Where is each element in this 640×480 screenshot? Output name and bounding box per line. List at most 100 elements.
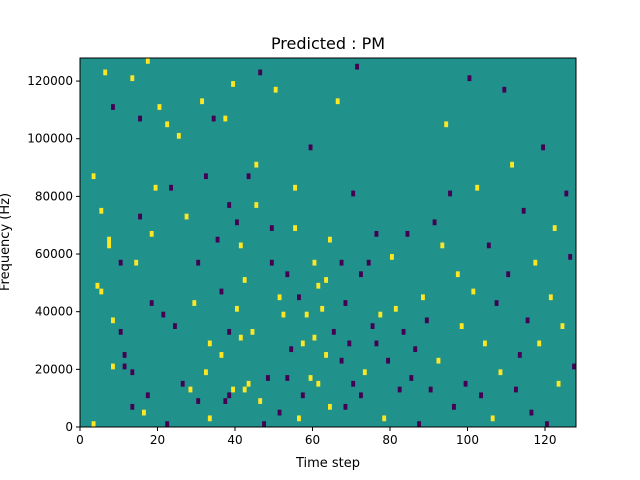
heatmap-cell-high	[254, 202, 259, 208]
heatmap-cell-low	[211, 115, 216, 122]
heatmap-cell-high	[242, 277, 247, 283]
heatmap-cell-low	[370, 323, 375, 329]
heatmap-cell-low	[196, 398, 201, 404]
heatmap-cell-high	[176, 132, 181, 139]
heatmap-cell-high	[324, 277, 329, 283]
heatmap-cell-high	[145, 58, 150, 64]
heatmap-cell-low	[529, 409, 534, 416]
heatmap-cell-low	[169, 184, 174, 191]
heatmap-cell-high	[552, 225, 557, 231]
heatmap-cell-low	[347, 340, 352, 347]
x-tick-label: 120	[534, 433, 557, 447]
heatmap-cell-high	[436, 357, 441, 364]
heatmap-cell-high	[134, 259, 139, 266]
heatmap-cell-low	[289, 346, 294, 353]
heatmap-cell-low	[568, 254, 573, 260]
heatmap-cell-low	[405, 230, 410, 237]
heatmap-cell-high	[328, 403, 332, 410]
heatmap-cell-high	[297, 415, 301, 422]
x-tick-label: 60	[305, 433, 320, 447]
heatmap-cell-low	[246, 173, 251, 180]
x-axis-ticks: 0 20 40 60 80 100 120	[76, 427, 556, 447]
heatmap-cell-low	[386, 357, 391, 364]
heatmap-cell-high	[111, 317, 115, 324]
heatmap-cell-high	[308, 375, 313, 381]
heatmap-cell-high	[300, 340, 305, 347]
heatmap-cell-low	[479, 392, 484, 399]
heatmap-cell-high	[223, 115, 228, 122]
heatmap-cell-high	[490, 415, 495, 422]
heatmap-cell-high	[130, 75, 135, 82]
heatmap-cell-low	[401, 328, 406, 335]
heatmap-cell-high	[312, 259, 317, 266]
heatmap-cell-high	[165, 121, 170, 128]
heatmap-cell-low	[122, 352, 127, 358]
heatmap-cell-low	[308, 144, 313, 151]
heatmap-cell-high	[471, 288, 476, 295]
heatmap-cell-low	[506, 271, 511, 278]
heatmap-cell-high	[510, 161, 515, 168]
heatmap-cell-low	[258, 69, 263, 76]
heatmap-cell-high	[207, 340, 212, 347]
heatmap-cell-low	[343, 403, 348, 410]
heatmap-cell-high	[304, 311, 309, 318]
heatmap-cell-high	[250, 328, 255, 335]
heatmap-cell-high	[382, 415, 387, 422]
heatmap-cell-high	[235, 305, 239, 312]
heatmap-cell-low	[130, 403, 135, 410]
heatmap-cell-low	[374, 230, 379, 237]
heatmap-cell-low	[262, 421, 267, 427]
heatmap-cell-low	[359, 392, 363, 399]
heatmap-cell-high	[548, 294, 553, 301]
heatmap-cell-low	[227, 328, 232, 335]
heatmap-cell-high	[242, 386, 247, 393]
heatmap-cell-high	[390, 254, 394, 260]
heatmap-cell-high	[153, 184, 158, 191]
heatmap-cell-low	[351, 190, 356, 197]
heatmap-cell-low	[467, 75, 472, 82]
heatmap-cell-high	[316, 282, 321, 289]
x-axis-label: Time step	[295, 456, 360, 471]
heatmap-cell-high	[328, 236, 332, 243]
heatmap-cell-high	[277, 294, 282, 301]
heatmap-cell-high	[293, 184, 298, 191]
heatmap-cell-low	[463, 380, 468, 387]
heatmap-cell-low	[413, 346, 418, 353]
heatmap-cell-low	[223, 398, 228, 404]
heatmap-cell-low	[285, 375, 290, 381]
heatmap-cell-high	[281, 311, 286, 318]
heatmap-cell-low	[432, 219, 437, 226]
heatmap-cell-low	[359, 271, 363, 278]
heatmap-cell-high	[103, 69, 108, 76]
heatmap-cell-low	[138, 213, 143, 220]
heatmap-cell-low	[180, 380, 185, 387]
heatmap-cell-low	[448, 190, 453, 197]
y-tick-label: 80000	[35, 189, 73, 203]
heatmap-cell-low	[219, 288, 224, 295]
heatmap-cell-high	[440, 242, 445, 249]
plot-area	[79, 57, 577, 428]
heatmap-cell-high	[293, 225, 298, 231]
heatmap-cell-low	[486, 242, 491, 249]
heatmap-cell-low	[118, 328, 123, 335]
heatmap-cell-low	[525, 317, 530, 324]
x-tick-label: 80	[382, 433, 397, 447]
heatmap-cell-high	[95, 282, 100, 289]
plot-frame	[79, 57, 577, 428]
heatmap-cell-high	[254, 161, 259, 168]
heatmap-cell-high	[335, 98, 340, 105]
y-axis-label: Frequency (Hz)	[0, 193, 13, 291]
heatmap-cell-low	[297, 294, 301, 301]
heatmap-cell-high	[393, 305, 398, 312]
heatmap-cell-high	[238, 334, 243, 341]
heatmap-cell-low	[145, 392, 150, 399]
heatmap-cell-high	[188, 386, 193, 393]
heatmap-cell-low	[227, 392, 232, 399]
heatmap-cell-low	[572, 363, 577, 370]
heatmap-cell-high	[200, 98, 205, 105]
heatmap-cell-low	[502, 86, 507, 93]
x-tick-label: 40	[227, 433, 242, 447]
heatmap-cell-low	[300, 392, 305, 399]
heatmap-cell-high	[99, 207, 104, 214]
heatmap-cell-high	[483, 340, 487, 347]
